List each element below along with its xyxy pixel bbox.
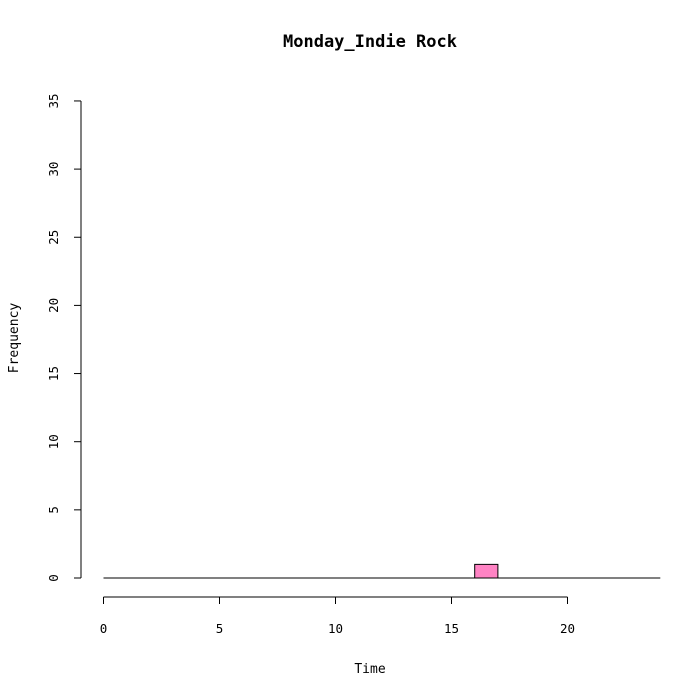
y-tick-label: 20 xyxy=(46,298,61,313)
y-tick-label: 15 xyxy=(46,366,61,381)
histogram-bar xyxy=(474,563,499,579)
y-tick-label: 30 xyxy=(46,162,61,177)
x-tick-label: 15 xyxy=(444,621,459,636)
histogram-bars xyxy=(474,563,499,579)
y-tick-label: 5 xyxy=(46,506,61,514)
x-tick-label: 0 xyxy=(100,621,108,636)
y-axis: 0 5 10 15 20 25 30 35 xyxy=(46,93,82,582)
y-tick-label: 35 xyxy=(46,93,61,108)
x-axis-label: Time xyxy=(354,662,385,677)
y-tick-label: 10 xyxy=(46,434,61,449)
y-axis-label: Frequency xyxy=(7,303,22,374)
x-tick-label: 10 xyxy=(328,621,343,636)
x-tick-label: 5 xyxy=(216,621,224,636)
x-axis: 0 5 10 15 20 xyxy=(100,596,575,636)
y-tick-label: 0 xyxy=(46,574,61,582)
x-tick-label: 20 xyxy=(560,621,575,636)
chart-title: Monday_Indie Rock xyxy=(283,32,457,52)
y-tick-label: 25 xyxy=(46,230,61,245)
